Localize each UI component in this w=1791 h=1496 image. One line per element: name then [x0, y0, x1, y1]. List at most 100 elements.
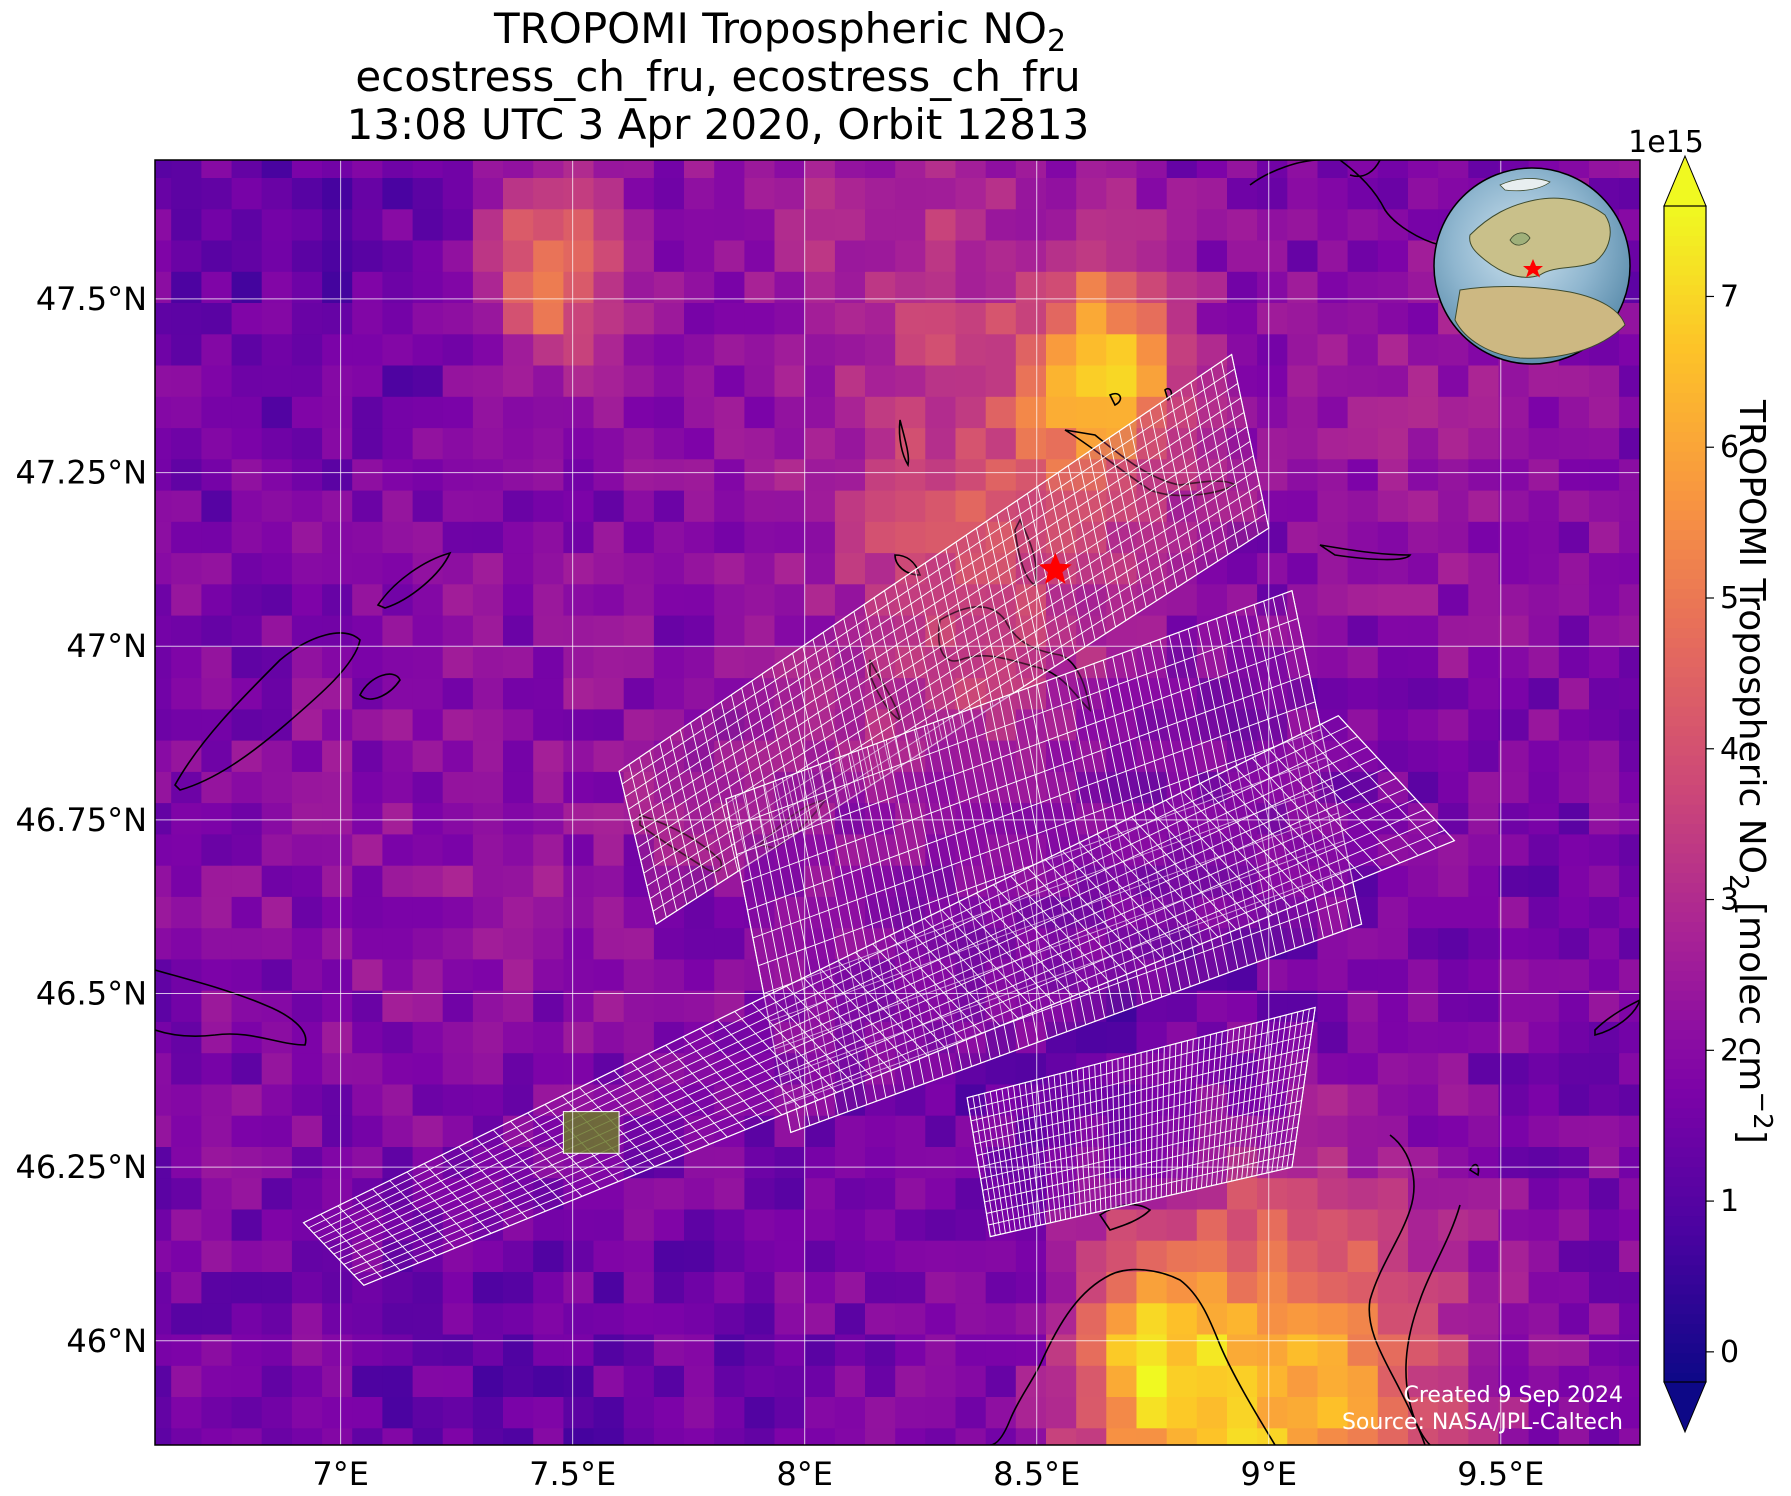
heatmap-cell [744, 1427, 776, 1445]
heatmap-cell [1015, 1271, 1047, 1304]
heatmap-cell [1136, 239, 1168, 272]
colorbar-segment [1664, 245, 1706, 256]
heatmap-cell [563, 1333, 595, 1366]
heatmap-cell [472, 802, 504, 835]
heatmap-cell [1136, 896, 1168, 929]
heatmap-cell [1377, 927, 1409, 960]
heatmap-cell [412, 239, 444, 272]
heatmap-cell [1287, 427, 1319, 460]
heatmap-cell [834, 1052, 866, 1085]
heatmap-cell [1015, 239, 1047, 272]
colorbar-segment [1664, 1029, 1706, 1040]
heatmap-cell [231, 1146, 263, 1179]
heatmap-cell [653, 521, 685, 554]
heatmap-cell [291, 1208, 323, 1241]
heatmap-cell [744, 1177, 776, 1210]
heatmap-cell [593, 489, 625, 522]
heatmap-cell [1468, 1271, 1500, 1304]
heatmap-cell [1528, 1271, 1560, 1304]
heatmap-cell [955, 1333, 987, 1366]
heatmap-cell [1196, 1115, 1228, 1147]
heatmap-cell [1528, 552, 1560, 585]
colorbar-tick-label: 0 [1720, 1335, 1739, 1370]
heatmap-cell [231, 1208, 263, 1241]
heatmap-cell [1076, 239, 1107, 272]
heatmap-cell [503, 521, 534, 554]
heatmap-cell [1589, 1115, 1620, 1147]
heatmap-cell [955, 1302, 987, 1335]
heatmap-cell [442, 896, 474, 929]
heatmap-cell [1377, 1427, 1409, 1445]
heatmap-cell [322, 1333, 353, 1366]
heatmap-cell [1438, 865, 1469, 897]
heatmap-cell [442, 865, 474, 897]
heatmap-cell [684, 1427, 715, 1445]
heatmap-cell [231, 1115, 263, 1147]
colorbar-segment [1664, 754, 1706, 766]
heatmap-cell [563, 771, 595, 804]
heatmap-cell [155, 160, 172, 178]
heatmap-cell [684, 177, 715, 210]
heatmap-cell [865, 177, 896, 210]
heatmap-cell [1287, 802, 1319, 835]
heatmap-cell [1106, 160, 1138, 178]
heatmap-cell [623, 990, 655, 1022]
heatmap-cell [1438, 458, 1469, 491]
heatmap-cell [1015, 833, 1047, 866]
heatmap-cell [171, 708, 202, 741]
heatmap-cell [171, 396, 202, 429]
heatmap-cell [261, 333, 293, 366]
heatmap-cell [261, 1396, 293, 1429]
heatmap-cell [412, 177, 444, 210]
heatmap-cell [744, 1146, 776, 1179]
heatmap-cell [1438, 708, 1469, 741]
heatmap-cell [412, 1365, 444, 1397]
colorbar-segment [1664, 627, 1706, 638]
heatmap-cell [1076, 396, 1107, 429]
heatmap-cell [1317, 1396, 1349, 1429]
heatmap-cell [503, 1302, 534, 1335]
heatmap-cell [653, 1365, 685, 1397]
heatmap-cell [1347, 1427, 1379, 1445]
heatmap-cell [291, 1240, 323, 1272]
heatmap-cell [985, 489, 1017, 522]
heatmap-cell [804, 865, 836, 897]
heatmap-cell [1136, 677, 1168, 710]
heatmap-cell [533, 1365, 564, 1397]
heatmap-cell [201, 990, 233, 1022]
inset-globe [1433, 167, 1631, 365]
heatmap-cell [322, 333, 353, 366]
heatmap-cell [155, 740, 172, 772]
heatmap-cell [1589, 1365, 1620, 1397]
heatmap-cell [352, 677, 383, 710]
heatmap-cell [1589, 1208, 1620, 1241]
heatmap-cell [955, 1052, 987, 1085]
heatmap-cell [834, 1302, 866, 1335]
heatmap-cell [1317, 552, 1349, 585]
heatmap-cell [1408, 990, 1439, 1022]
heatmap-cell [472, 1052, 504, 1085]
heatmap-cell [925, 1177, 957, 1210]
heatmap-cell [1528, 927, 1560, 960]
heatmap-cell [623, 458, 655, 491]
heatmap-cell [291, 1083, 323, 1116]
heatmap-cell [1528, 1083, 1560, 1116]
heatmap-cell [684, 160, 715, 178]
heatmap-cell [1257, 1302, 1288, 1335]
heatmap-cell [684, 458, 715, 491]
heatmap-cell [865, 1115, 896, 1147]
heatmap-cell [623, 364, 655, 397]
heatmap-cell [1106, 740, 1138, 772]
heatmap-cell [714, 1240, 745, 1272]
heatmap-cell [684, 489, 715, 522]
heatmap-cell [201, 1240, 233, 1272]
heatmap-cell [1015, 427, 1047, 460]
heatmap-cell [985, 239, 1017, 272]
heatmap-cell [1408, 896, 1439, 929]
heatmap-cell [985, 1302, 1017, 1335]
heatmap-cell [1227, 990, 1258, 1022]
heatmap-cell [231, 1083, 263, 1116]
heatmap-cell [684, 1271, 715, 1304]
heatmap-cell [1317, 489, 1349, 522]
heatmap-cell [1408, 865, 1439, 897]
